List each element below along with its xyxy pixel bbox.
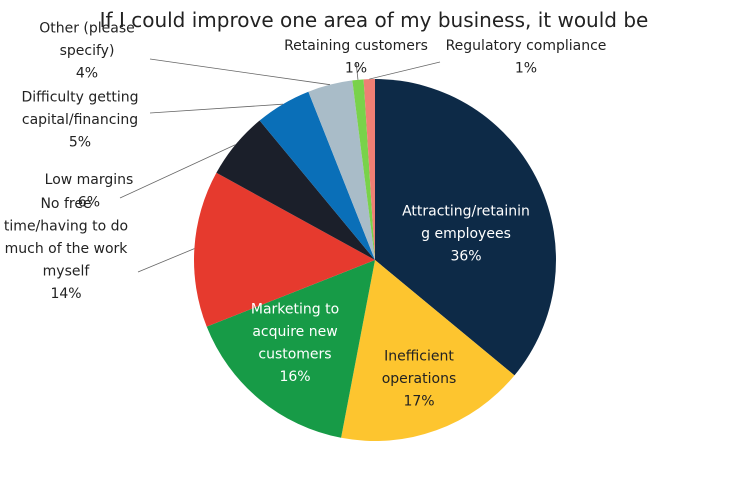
slice-label: Difficulty getting capital/financing 5% — [21, 90, 138, 151]
leader-line — [137, 248, 195, 273]
slice-name-label: Low margins — [45, 172, 134, 188]
pie-slice — [341, 260, 515, 441]
pie-slice — [375, 79, 556, 376]
slice-label: Inefficient operations 17% — [382, 349, 457, 410]
chart-title: If I could improve one area of my busine… — [100, 8, 649, 32]
slice-value-label: 1% — [345, 60, 367, 76]
slice-name-label: g employees — [421, 226, 511, 242]
slice-name-label: time/having to do — [4, 219, 128, 235]
slice-name-label: specify) — [60, 43, 115, 59]
slice-name-label: customers — [258, 346, 331, 362]
pie-slice — [216, 120, 375, 260]
slice-label: Marketing to acquire new customers 16% — [251, 301, 339, 385]
pie-slice — [206, 260, 375, 438]
pie-slice — [363, 79, 375, 260]
slice-value-label: 17% — [403, 394, 434, 410]
slice-name-label: Inefficient — [384, 349, 454, 365]
pie-slice — [259, 91, 375, 261]
slice-name-label: Retaining customers — [284, 38, 428, 54]
leader-line — [369, 61, 441, 80]
slice-name-label: Attracting/retainin — [402, 204, 530, 220]
slice-name-label: much of the work — [5, 241, 129, 257]
slice-labels: Attracting/retainin g employees 36% Ineffic… — [4, 21, 606, 410]
leader-line — [149, 103, 283, 114]
slice-value-label: 16% — [279, 369, 310, 385]
slice-name-label: capital/financing — [22, 112, 138, 128]
slice-label: Attracting/retainin g employees 36% — [402, 204, 530, 265]
slice-label: No free time/having to do much of the work… — [4, 196, 128, 302]
slice-name-label: Regulatory compliance — [446, 38, 607, 54]
slice-name-label: Marketing to — [251, 301, 339, 317]
slice-value-label: 1% — [515, 60, 537, 76]
slice-value-label: 36% — [450, 249, 481, 265]
slice-name-label: acquire new — [252, 324, 337, 340]
leader-line — [149, 58, 331, 86]
slice-name-label: myself — [43, 264, 91, 280]
slice-label: Other (please specify) 4% — [39, 21, 135, 82]
pie-slices — [193, 79, 556, 441]
slice-label: Regulatory compliance 1% — [446, 38, 607, 77]
slice-value-label: 6% — [78, 194, 100, 210]
slice-label: Retaining customers 1% — [284, 38, 428, 77]
leader-line — [355, 61, 359, 80]
slice-name-label: operations — [382, 371, 457, 387]
pie-slice — [352, 79, 375, 260]
pie-slice — [308, 80, 375, 261]
slice-value-label: 14% — [50, 286, 81, 302]
slice-value-label: 5% — [69, 135, 91, 151]
slice-label: Low margins 6% — [45, 172, 134, 211]
slice-value-label: 4% — [76, 66, 98, 82]
slice-name-label: Other (please — [39, 21, 135, 37]
leader-line — [119, 144, 236, 199]
leader-lines — [119, 58, 441, 273]
slice-name-label: Difficulty getting — [21, 90, 138, 106]
slice-name-label: No free — [40, 196, 91, 212]
pie-slice — [193, 172, 375, 327]
